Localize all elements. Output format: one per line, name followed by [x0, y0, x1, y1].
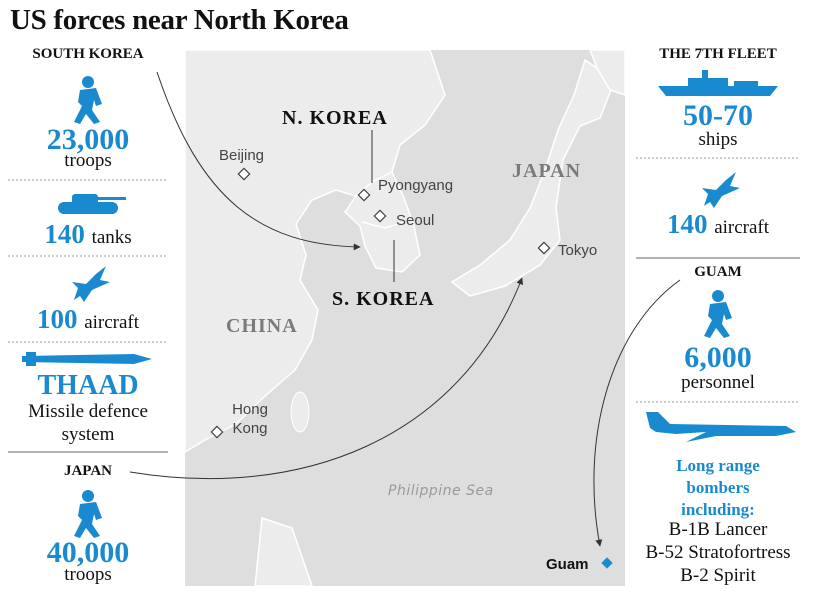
stat-label: aircraft [84, 312, 140, 333]
arrow [129, 277, 524, 480]
japan-land [450, 58, 616, 297]
stat-number: 140 [44, 219, 85, 249]
stat-label: ships [698, 129, 738, 150]
soldier-icon [704, 290, 732, 338]
sea-label: Philippine Sea [388, 483, 494, 499]
dividers [8, 157, 800, 403]
philippines [254, 516, 314, 587]
city-marker [210, 425, 224, 439]
stat-line: 140 tanks [0, 221, 176, 248]
country-label: S. KOREA [332, 288, 435, 310]
bomber-item: B-52 Stratofortress [645, 542, 791, 563]
stat-number: 23,000 [46, 123, 130, 156]
map [184, 49, 626, 587]
city-label: Tokyo [558, 242, 598, 259]
city-label: Hong Kong [232, 401, 268, 437]
section-heading: GUAM [694, 264, 742, 280]
arrow [593, 279, 681, 547]
soldier-icon [74, 490, 102, 538]
guam-marker [601, 557, 613, 569]
island-label: Guam [546, 556, 589, 573]
taiwan [290, 391, 310, 433]
bomber-icon [646, 412, 796, 442]
stat-number: 50-70 [683, 99, 753, 132]
stat-number: 140 [666, 209, 708, 239]
city-markers [210, 167, 551, 439]
soldier-icon [74, 76, 102, 124]
system-name: THAAD [37, 370, 139, 401]
stat-line: 140 aircraft [630, 211, 806, 238]
stat-line: 100 aircraft [0, 306, 176, 333]
section-heading: SOUTH KOREA [32, 46, 144, 62]
section-heading: JAPAN [63, 463, 113, 479]
stat-label: troops [64, 150, 112, 171]
city-label: Seoul [396, 212, 435, 229]
city-marker [357, 188, 371, 202]
mainland [184, 49, 446, 454]
title: US forces near North Korea [10, 4, 349, 36]
hokkaido [588, 49, 626, 97]
country-label: JAPAN [512, 160, 582, 182]
city-label: Pyongyang [378, 177, 454, 194]
stat-label: tanks [91, 227, 132, 248]
system-description: Missile defence system [28, 401, 148, 446]
section-heading: THE 7TH FLEET [659, 46, 777, 62]
missile-icon [22, 352, 152, 366]
country-label: CHINA [226, 315, 298, 337]
stat-number: 100 [36, 304, 78, 334]
country-label: N. KOREA [282, 107, 388, 129]
stat-label: troops [64, 564, 112, 585]
ship-icon [658, 70, 778, 96]
stat-label: aircraft [714, 217, 770, 238]
bomber-item: B-2 Spirit [680, 565, 756, 586]
stat-number: 6,000 [684, 341, 752, 374]
arrow [156, 71, 361, 251]
bomber-item: B-1B Lancer [668, 519, 768, 540]
city-marker [373, 209, 387, 223]
border [361, 221, 405, 229]
bombers-heading: Long range bombers including: [676, 456, 760, 520]
jet-icon [702, 172, 740, 208]
city-marker [237, 167, 251, 181]
city-marker [537, 241, 551, 255]
stat-label: personnel [681, 372, 755, 393]
icons [22, 70, 796, 538]
city-label: Beijing [219, 147, 265, 164]
stat-number: 40,000 [46, 536, 130, 569]
tank-icon [58, 194, 126, 214]
jet-icon [72, 266, 110, 302]
